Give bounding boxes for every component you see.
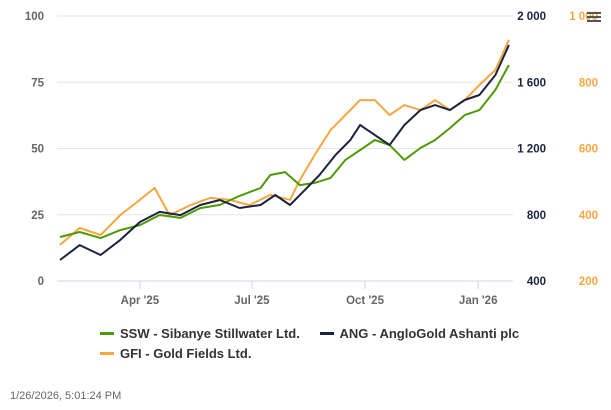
right1-axis-tick-label: 2 000 [517,11,546,23]
legend-item-ssw[interactable]: SSW - Sibanye Stillwater Ltd. [100,324,300,343]
left-axis-tick-label: 25 [31,210,44,222]
legend-item-gfi[interactable]: GFI - Gold Fields Ltd. [100,344,251,363]
legend-swatch [100,332,114,335]
x-axis-tick-label: Apr '25 [121,295,160,307]
timestamp: 1/26/2026, 5:01:24 PM [10,390,122,402]
right1-axis-tick-label: 400 [527,276,546,288]
legend-label: GFI - Gold Fields Ltd. [120,346,252,361]
series-line-ssw [59,64,510,240]
right2-axis-tick-label: 800 [579,77,598,89]
legend-swatch [100,352,114,355]
legend-label: SSW - Sibanye Stillwater Ltd. [120,326,300,341]
series-line-gfi [59,39,510,246]
right2-axis-tick-label: 600 [579,144,598,156]
right1-axis-tick-label: 1 200 [517,144,546,156]
left-axis-tick-label: 75 [31,77,44,89]
x-axis-tick-label: Oct '25 [346,295,384,307]
legend-item-ang[interactable]: ANG - AngloGold Ashanti plc [319,324,520,343]
x-axis-tick-label: Jul '25 [234,295,270,307]
right2-axis-tick-label: 200 [579,276,598,288]
legend-label: ANG - AngloGold Ashanti plc [339,326,520,341]
left-axis-tick-label: 100 [25,11,44,23]
legend-swatch [319,332,334,335]
left-axis-tick-label: 50 [31,144,44,156]
right1-axis-tick-label: 1 600 [517,77,546,89]
right2-axis-tick-label: 400 [579,210,598,222]
left-axis-tick-label: 0 [38,276,44,288]
chart: Apr '25 Jul '25 Oct '25 Jan '26 0 25 50 75 100 4… [25,11,598,307]
x-axis-tick-label: Jan '26 [459,295,498,307]
right1-axis-tick-label: 800 [527,210,546,222]
series-line-ang [59,44,510,261]
legend: SSW - Sibanye Stillwater Ltd. ANG - Angl… [100,323,560,363]
chart-menu-icon[interactable] [587,10,601,26]
